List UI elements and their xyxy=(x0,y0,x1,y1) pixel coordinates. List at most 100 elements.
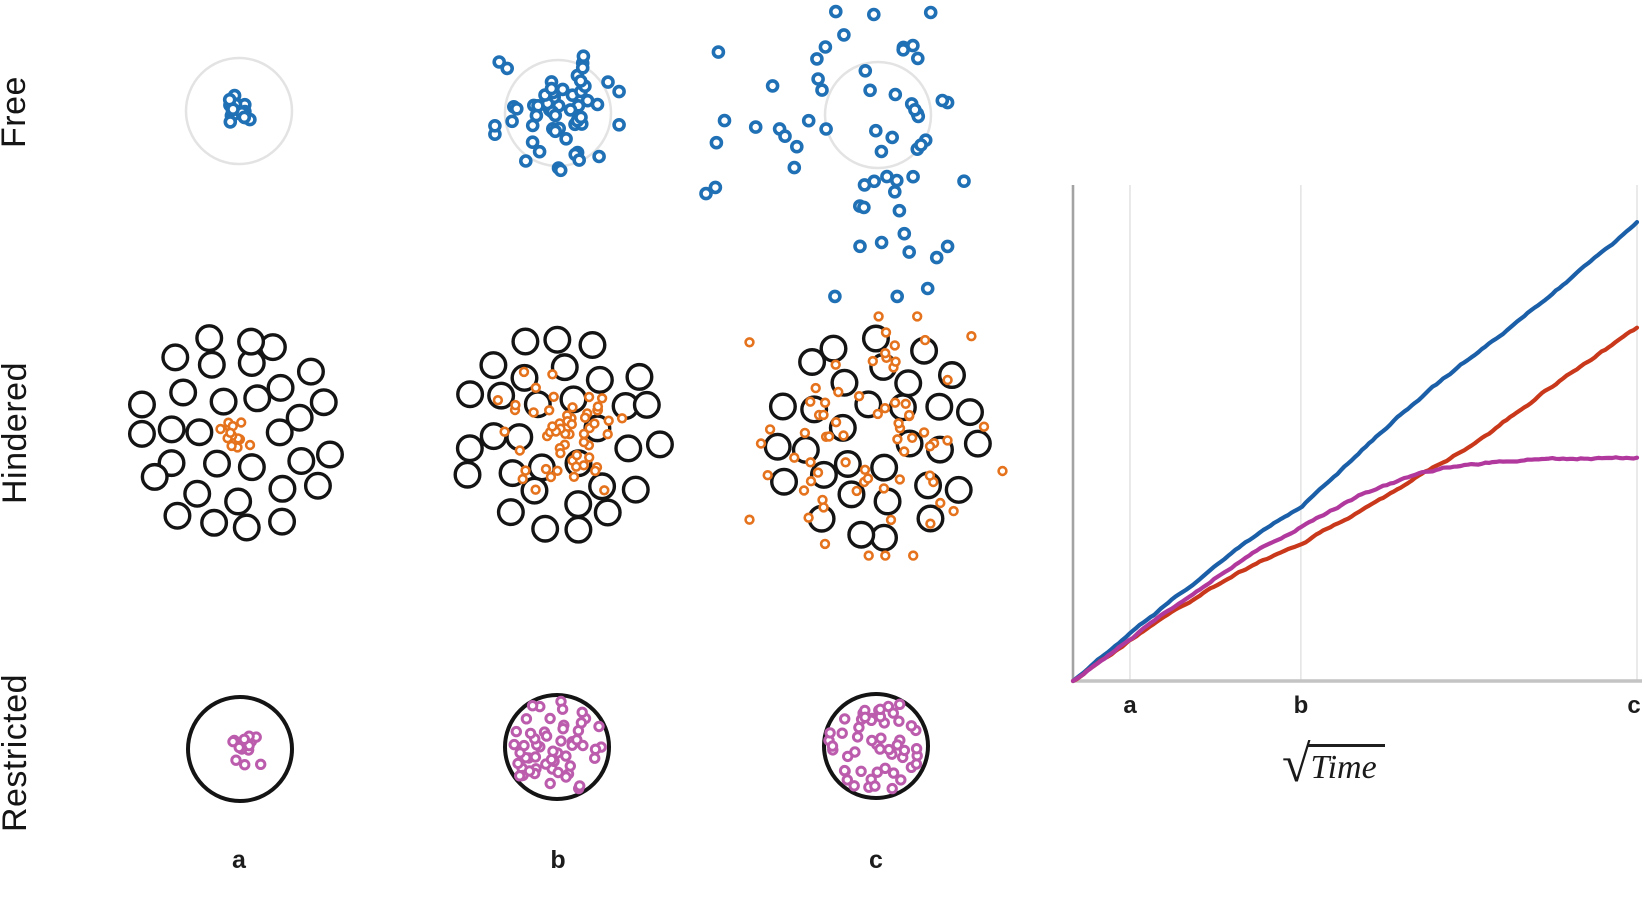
obstacle-circle xyxy=(456,380,485,409)
restricted-boundary-circle xyxy=(503,693,611,801)
obstacle-circle xyxy=(237,453,266,482)
particle-dot xyxy=(711,45,726,59)
particle-dot xyxy=(918,427,930,438)
particle-dot xyxy=(708,180,723,195)
particle-dot xyxy=(799,427,811,439)
particle-dot xyxy=(499,426,510,437)
particle-dot xyxy=(826,740,839,752)
particle-dot xyxy=(576,49,591,64)
particle-dot xyxy=(803,512,814,523)
particle-dot xyxy=(880,327,892,338)
particle-dot xyxy=(560,750,572,762)
particle-dot xyxy=(828,289,842,304)
particle-dot xyxy=(929,250,944,265)
particle-dot xyxy=(874,743,886,755)
obstacle-circle xyxy=(127,390,156,419)
obstacle-circle xyxy=(200,508,229,537)
particle-dot xyxy=(818,502,829,513)
particle-dot xyxy=(810,52,824,66)
free-boundary-circle xyxy=(184,56,294,166)
particle-dot xyxy=(887,185,902,199)
particle-dot xyxy=(223,115,238,129)
particle-dot xyxy=(226,440,237,452)
particle-dot xyxy=(547,745,559,757)
particle-dot xyxy=(553,163,568,178)
particle-dot xyxy=(593,720,605,733)
particle-dot xyxy=(755,438,767,449)
particle-dot xyxy=(838,430,849,441)
obstacle-circle xyxy=(531,514,560,543)
particle-dot xyxy=(879,348,891,359)
particle-dot xyxy=(592,149,606,164)
obstacle-circle xyxy=(479,351,508,380)
particle-dot xyxy=(544,81,559,96)
particle-dot xyxy=(890,356,901,367)
particle-dot xyxy=(863,83,877,98)
particle-dot xyxy=(853,391,865,402)
particle-dot xyxy=(237,110,252,125)
obstacle-circle xyxy=(944,475,973,504)
particle-dot xyxy=(548,108,563,123)
particle-dot xyxy=(869,780,881,792)
particle-dot xyxy=(906,169,920,184)
particle-dot xyxy=(528,407,539,418)
particle-dot xyxy=(889,340,900,351)
particle-dot xyxy=(887,767,900,779)
particle-dot xyxy=(764,424,776,435)
particle-dot xyxy=(948,505,959,517)
particle-dot xyxy=(529,108,544,123)
obstacle-circle xyxy=(195,324,224,353)
particle-dot xyxy=(851,731,864,743)
free-panel-c xyxy=(699,4,971,304)
obstacle-circle xyxy=(937,361,966,390)
particle-dot xyxy=(505,114,519,129)
obstacle-circle xyxy=(963,429,992,458)
particle-dot xyxy=(798,485,810,496)
row-label-free: Free xyxy=(0,76,33,148)
obstacle-circle xyxy=(243,384,272,413)
particle-dot xyxy=(923,5,938,20)
obstacle-circle xyxy=(303,471,332,500)
particle-dot xyxy=(226,102,240,116)
obstacle-circle xyxy=(614,434,643,463)
particle-dot xyxy=(559,132,573,146)
particle-dot xyxy=(848,780,860,792)
obstacle-circle xyxy=(768,392,797,421)
particle-dot xyxy=(555,82,570,97)
particle-dot xyxy=(894,698,906,710)
particle-dot xyxy=(520,465,531,476)
obstacle-circle xyxy=(873,487,902,516)
particle-dot xyxy=(858,64,873,78)
particle-dot xyxy=(563,103,578,117)
obstacle-circle xyxy=(237,327,266,356)
obstacle-circle xyxy=(163,501,192,530)
obstacle-circle xyxy=(315,440,344,469)
particle-dot xyxy=(514,445,525,456)
obstacle-circle xyxy=(309,388,338,417)
particle-dot xyxy=(815,83,829,97)
obstacle-circle xyxy=(763,432,792,461)
restricted-panel-a xyxy=(186,695,294,803)
particle-dot xyxy=(811,72,825,86)
x-axis-label-text: Time xyxy=(1307,744,1385,786)
particle-dot xyxy=(879,403,891,414)
particle-dot xyxy=(823,431,835,442)
particle-dot xyxy=(583,391,595,403)
particle-dot xyxy=(762,470,773,481)
particle-dot xyxy=(818,40,833,54)
particle-dot xyxy=(874,144,889,159)
x-axis-label: √ Time xyxy=(1282,739,1385,790)
particle-dot xyxy=(589,465,601,477)
particle-dot xyxy=(866,7,881,22)
obstacle-circle xyxy=(578,331,607,360)
particle-dot xyxy=(892,434,903,445)
particle-dot xyxy=(517,473,528,485)
particle-dot xyxy=(244,439,256,451)
obstacle-circle xyxy=(632,390,661,419)
particle-dot xyxy=(560,771,572,783)
obstacle-circle xyxy=(161,343,190,372)
particle-dot xyxy=(851,485,862,497)
particle-dot xyxy=(942,374,953,386)
particle-dot xyxy=(612,118,626,132)
particle-dot xyxy=(898,446,910,457)
